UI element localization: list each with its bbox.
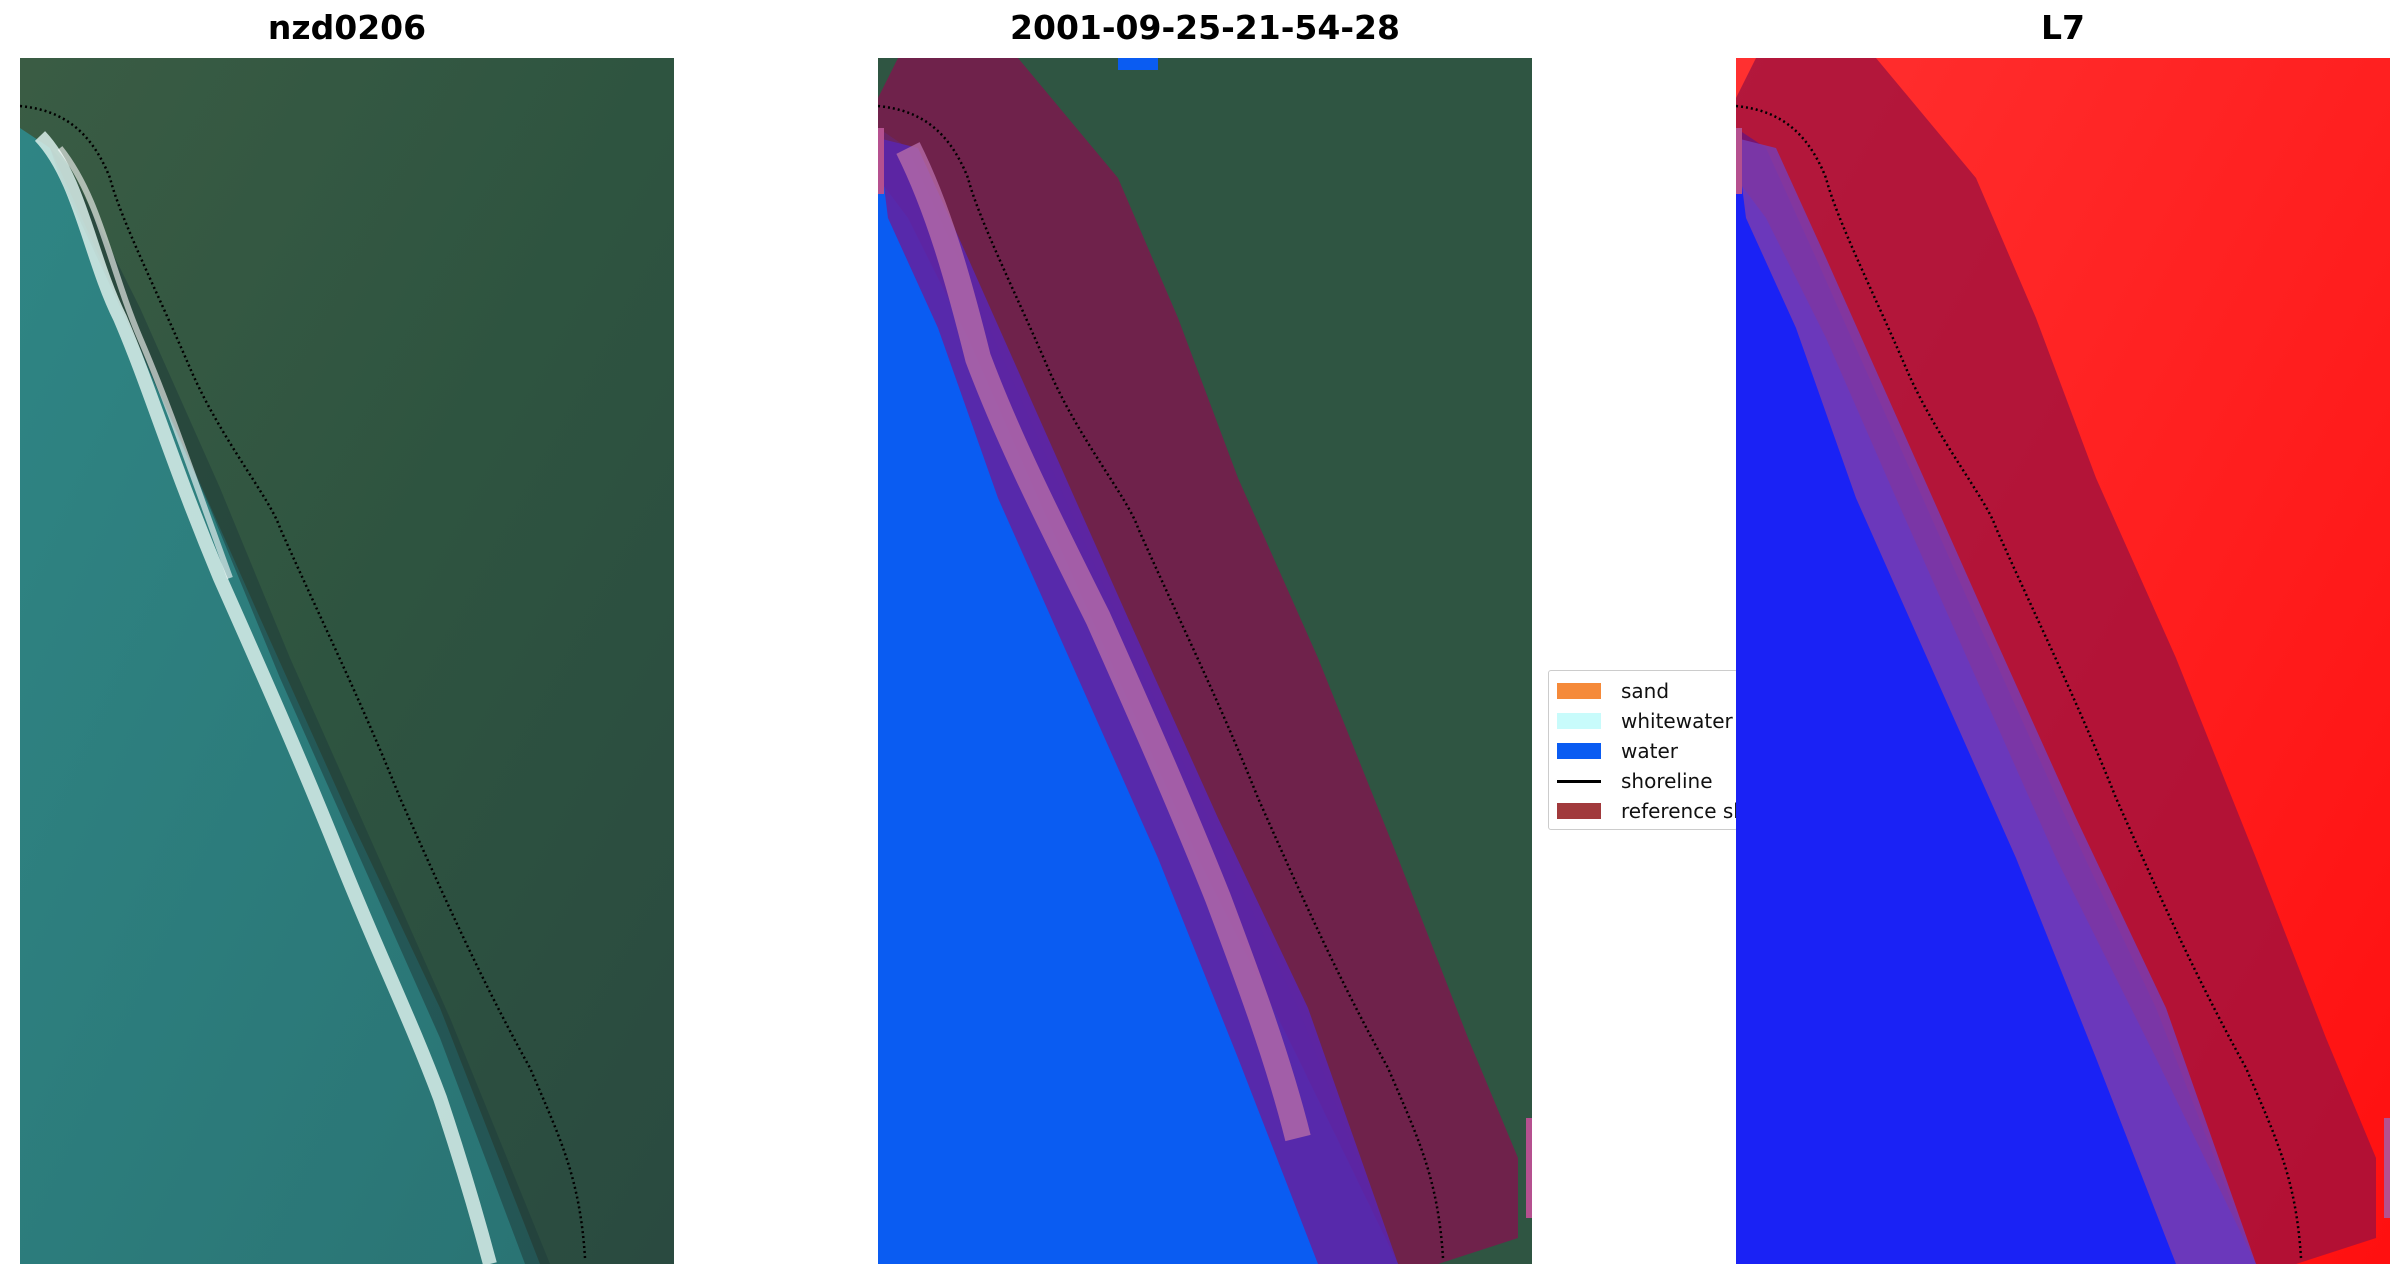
legend-item-sand: sand bbox=[1557, 678, 1669, 704]
detected-shoreline bbox=[20, 104, 587, 1259]
legend-item-reference-shoreline: reference sh bbox=[1557, 798, 1738, 824]
legend-label: whitewater bbox=[1621, 709, 1733, 733]
water-class-fragment bbox=[1118, 58, 1158, 70]
surf-line bbox=[34, 131, 497, 1264]
panel-title-rgb: nzd0206 bbox=[267, 8, 427, 47]
classification-panel bbox=[878, 58, 1532, 1264]
reference-end-marker-bottom bbox=[2384, 1118, 2390, 1218]
reference-shoreline-swatch bbox=[1557, 803, 1601, 819]
panel-title-index: L7 bbox=[2041, 8, 2085, 47]
reference-end-marker-top bbox=[878, 128, 884, 194]
reference-shoreline-band bbox=[878, 58, 1518, 1264]
legend: sand whitewater water shoreline referenc… bbox=[1548, 670, 1738, 830]
shoreline-swatch bbox=[1557, 779, 1601, 783]
rgb-image-panel bbox=[20, 58, 674, 1264]
panel-title-classification: 2001-09-25-21-54-28 bbox=[1010, 8, 1400, 47]
rgb-image bbox=[20, 58, 674, 1264]
detected-shoreline bbox=[878, 104, 1445, 1259]
reference-shoreline-band bbox=[1736, 58, 2376, 1264]
legend-item-shoreline: shoreline bbox=[1557, 768, 1713, 794]
water-swatch bbox=[1557, 743, 1601, 759]
sand-swatch bbox=[1557, 683, 1601, 699]
legend-item-whitewater: whitewater bbox=[1557, 708, 1733, 734]
surf-foam bbox=[57, 146, 233, 580]
transition-band bbox=[1736, 138, 2256, 1264]
index-image bbox=[1736, 58, 2390, 1264]
index-panel bbox=[1736, 58, 2390, 1264]
legend-label: sand bbox=[1621, 679, 1670, 703]
reference-end-marker-top bbox=[1736, 128, 1742, 194]
whitewater-swatch bbox=[1557, 713, 1601, 729]
legend-label: shoreline bbox=[1621, 769, 1713, 793]
legend-label: water bbox=[1621, 739, 1678, 763]
detected-shoreline bbox=[1736, 104, 2303, 1259]
classification-image bbox=[878, 58, 1532, 1264]
reference-end-marker-bottom bbox=[1526, 1118, 1532, 1218]
legend-item-water: water bbox=[1557, 738, 1678, 764]
whitewater-overlap bbox=[896, 142, 1311, 1142]
legend-label: reference sh bbox=[1621, 799, 1738, 823]
